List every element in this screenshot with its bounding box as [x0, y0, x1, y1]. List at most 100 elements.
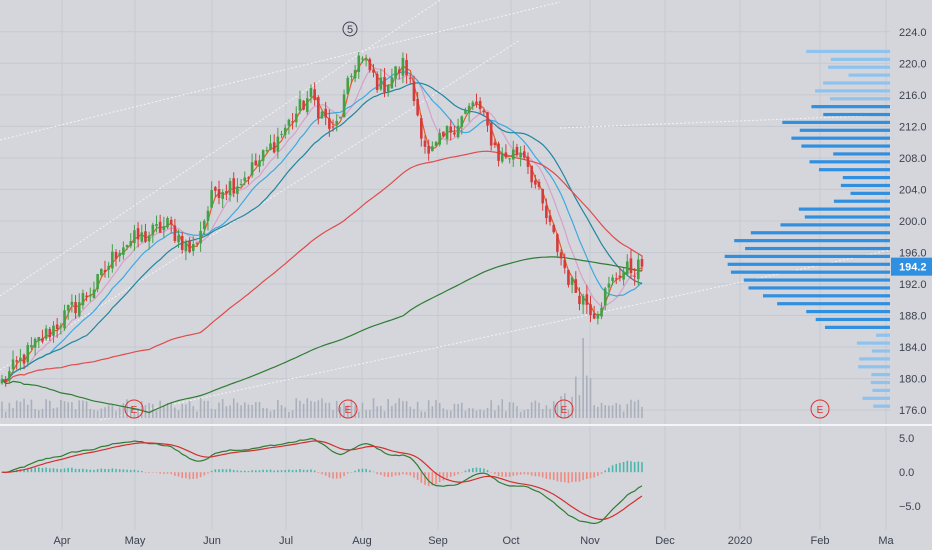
candle-body — [166, 217, 169, 228]
volume-profile-bar — [762, 294, 890, 298]
candle-body — [442, 131, 445, 137]
volume-bar — [479, 409, 481, 418]
macd-histogram-bar — [398, 472, 401, 476]
candle-body — [96, 274, 99, 289]
volume-bar — [464, 410, 467, 418]
candle-body — [66, 304, 70, 311]
macd-histogram-bar — [626, 460, 629, 473]
volume-bar — [552, 401, 555, 418]
earnings-marker-label: E — [817, 405, 824, 416]
candle-body — [26, 345, 30, 363]
volume-bar — [446, 409, 448, 418]
volume-bars — [1, 338, 643, 418]
candle-body — [199, 230, 202, 244]
wave-5-marker: 5 — [342, 21, 358, 37]
candle-body — [482, 110, 486, 113]
candle-body — [519, 153, 522, 158]
macd-histogram-bar — [118, 469, 121, 473]
candle-body — [401, 57, 405, 76]
macd-histogram-bar — [380, 472, 382, 475]
candle-body — [247, 177, 250, 179]
macd-histogram-bar — [85, 469, 88, 473]
macd-histogram-bar — [30, 468, 33, 473]
candle-body — [449, 126, 453, 133]
macd-histogram-bar — [578, 472, 581, 482]
macd-histogram-bar — [137, 470, 139, 473]
candle-body — [423, 140, 427, 147]
candle-body — [600, 307, 603, 317]
volume-bar — [288, 411, 290, 418]
volume-bar — [133, 411, 136, 418]
volume-bar — [174, 407, 176, 418]
candle-body — [361, 58, 364, 60]
volume-bar — [505, 411, 507, 418]
volume-bar — [291, 410, 294, 418]
candle-body — [589, 304, 592, 316]
time-tick-label: Oct — [502, 535, 519, 547]
volume-bar — [26, 404, 29, 418]
volume-profile-bar — [824, 325, 890, 329]
macd-histogram-bar — [346, 472, 349, 474]
volume-bar — [556, 403, 559, 418]
volume-bar — [346, 405, 349, 418]
volume-bar — [163, 405, 165, 418]
volume-bar — [383, 411, 386, 418]
candle-body — [607, 283, 611, 288]
macd-histogram-bar — [332, 472, 334, 479]
macd-histogram-bar — [453, 472, 456, 476]
macd-histogram-bar — [324, 472, 327, 476]
volume-bar — [431, 406, 434, 418]
candle-body — [563, 259, 567, 269]
macd-histogram-bar — [446, 472, 448, 479]
candle-body — [118, 252, 122, 257]
time-tick-label: Nov — [580, 535, 600, 547]
volume-bar — [37, 410, 40, 418]
macd-histogram-bar — [479, 467, 481, 473]
volume-profile-bar — [727, 262, 890, 266]
candle-body — [622, 271, 625, 280]
candle-body — [305, 98, 309, 112]
volume-bar — [19, 401, 22, 418]
price-tick-label: 216.0 — [899, 90, 927, 102]
volume-bar — [85, 401, 88, 418]
candle-body — [217, 189, 221, 198]
earnings-marker-label: E — [561, 405, 568, 416]
macd-histogram-bar — [49, 468, 51, 473]
time-tick-label: 2020 — [728, 535, 752, 547]
candle-body — [125, 244, 129, 248]
candle-body — [8, 371, 11, 381]
volume-profile-bar — [791, 136, 890, 140]
volume-bar — [254, 402, 257, 418]
candle-body — [475, 101, 478, 104]
macd-histogram-bar — [317, 472, 320, 473]
macd-histogram-bar — [225, 469, 228, 473]
macd-histogram-bar — [538, 472, 540, 477]
candle-body — [265, 150, 269, 152]
candle-body — [412, 81, 416, 102]
macd-histogram-bar — [633, 462, 636, 473]
volume-bar — [170, 403, 172, 418]
candle-body — [548, 215, 552, 222]
candle-body — [48, 328, 52, 338]
candle-body — [169, 219, 173, 225]
volume-bar — [302, 403, 305, 418]
price-tick-label: 188.0 — [899, 311, 927, 323]
volume-bar — [611, 405, 614, 418]
macd-histogram-bar — [505, 472, 507, 477]
volume-profile-bar — [777, 302, 890, 306]
macd-histogram-bar — [534, 472, 537, 477]
axes: 224.0 220.0 216.0 212.0 208.0 204.0 200.0 196.0… — [0, 27, 932, 547]
macd-histogram-bar — [427, 472, 430, 487]
candle-body — [313, 89, 316, 101]
candle-body — [151, 224, 155, 235]
volume-bar — [472, 408, 474, 418]
volume-bar — [295, 398, 298, 418]
volume-bar — [619, 404, 621, 418]
macd-histogram-bar — [129, 469, 132, 473]
volume-bar — [23, 398, 25, 418]
candle-body — [581, 296, 585, 305]
volume-bar — [541, 408, 544, 418]
volume-bar — [221, 398, 224, 418]
